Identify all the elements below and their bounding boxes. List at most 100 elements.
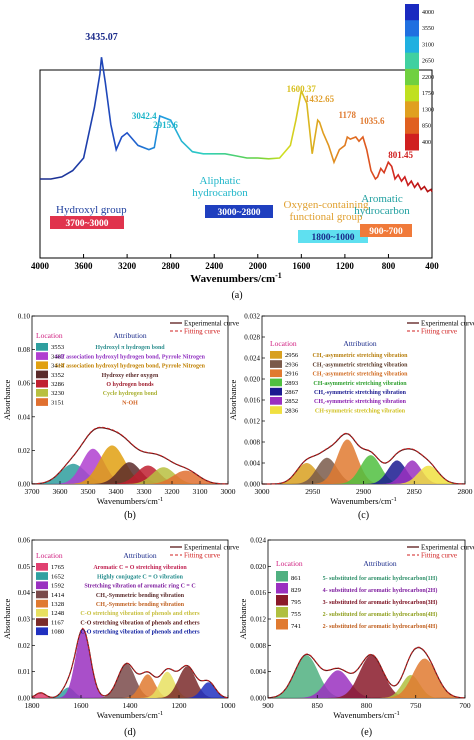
location-label: 1080	[51, 629, 65, 636]
location-swatch	[270, 397, 282, 405]
colorbar-swatch	[405, 133, 419, 151]
y-tick-label: 0.020	[250, 563, 266, 571]
attribution-label: 3- substituted for aromatic hydrocarbon(…	[323, 599, 438, 606]
fitted-peak-741	[268, 658, 465, 698]
location-label: 2852	[285, 398, 298, 405]
y-tick-label: 0.05	[18, 563, 31, 571]
colorbar-label: 2200	[422, 75, 434, 81]
x-tick-label: 1000	[221, 701, 236, 710]
attribution-label: N-OH	[122, 400, 138, 406]
location-label: 1248	[51, 610, 65, 617]
location-label: 3230	[51, 390, 65, 397]
attribution-label: Stretching vibration of aromatic ring C …	[84, 584, 195, 590]
attribution-label: C-O stretching vibration of phenols and …	[80, 630, 200, 636]
location-swatch	[276, 583, 288, 594]
location-label: 2916	[285, 371, 299, 378]
x-tick-label: 3000	[255, 487, 270, 496]
caption: (c)	[358, 510, 369, 521]
fitted-peak-1167	[32, 666, 228, 698]
y-axis-label: Absorbance	[238, 598, 248, 639]
y-tick-label: 0.008	[250, 642, 266, 650]
x-axis-label: Wavenumbers/cm-1	[330, 496, 397, 506]
location-swatch	[270, 406, 282, 414]
group-label: Oxygen-containing	[284, 199, 369, 211]
location-swatch	[36, 352, 48, 360]
table-header-attribution: Attribution	[113, 331, 147, 340]
x-tick-label: 750	[410, 701, 422, 710]
x-tick-label: 2400	[205, 261, 224, 271]
plot-frame	[31, 315, 229, 485]
attribution-label: C-O stretching vibration of phenols and …	[80, 620, 200, 626]
attribution-label: O hydrogen bonds	[106, 382, 154, 388]
legend-fitting-label: Fitting curve	[421, 328, 457, 336]
fitting-curve	[32, 426, 229, 485]
colorbar-label: 400	[422, 140, 431, 146]
range-label: 900~700	[369, 227, 403, 237]
legend-experimental-label: Experimental curve	[421, 320, 474, 328]
location-label: 3553	[51, 344, 65, 351]
x-tick-label: 800	[382, 261, 396, 271]
location-swatch	[36, 343, 48, 351]
x-axis-label-sup: -1	[275, 271, 282, 280]
x-tick-label: 900	[262, 701, 274, 710]
range-box	[205, 205, 273, 218]
colorbar-label: 1750	[422, 91, 434, 97]
group-label: functional group	[289, 211, 363, 223]
location-swatch	[270, 387, 282, 396]
location-swatch	[36, 361, 48, 370]
y-tick-label: 0.04	[18, 589, 31, 597]
panel-b: 3700 3600 3500 3400 3300 3200 3100 3000 0.00 0.02…	[2, 313, 239, 522]
y-tick-label: 0.004	[250, 668, 266, 676]
location-label: 1592	[51, 583, 64, 590]
y-axis-label: Absorbance	[2, 598, 12, 639]
range-label: 3700~3000	[66, 219, 109, 229]
peak-label: 3042.4	[132, 111, 157, 121]
location-label: 2936	[285, 361, 299, 368]
x-tick-label: 850	[312, 701, 324, 710]
location-swatch	[276, 619, 288, 630]
location-label: 861	[291, 575, 301, 582]
colorbar-swatch	[405, 4, 419, 21]
table-header-attribution: Attribution	[363, 559, 397, 568]
y-tick-label: 0.04	[18, 413, 31, 421]
location-swatch	[270, 369, 282, 378]
x-tick-label: 3400	[109, 487, 124, 496]
attribution-label: Cycle hydrogen bond	[103, 391, 158, 397]
y-tick-label: 0.008	[244, 439, 260, 447]
colorbar-swatch	[405, 117, 419, 135]
y-tick-label: 0.012	[244, 418, 260, 426]
y-tick-label: 0.00	[18, 695, 31, 703]
colorbar-label: 2650	[422, 59, 434, 65]
legend-experimental-label: Experimental curve	[421, 544, 474, 552]
x-tick-label: 3700	[25, 487, 40, 496]
location-swatch	[276, 571, 288, 582]
x-axis-label-sup: -1	[391, 496, 396, 503]
x-tick-label: 3600	[75, 261, 94, 271]
x-tick-label: 3100	[193, 487, 208, 496]
attribution-label: CH₃-Symmetric bending vibration	[96, 593, 185, 599]
x-tick-label: 1600	[74, 701, 89, 710]
location-swatch	[36, 618, 48, 626]
location-swatch	[36, 370, 48, 379]
attribution-label: Hydroxyl π hydrogen bond	[95, 345, 165, 351]
group-label: hydrocarbon	[354, 205, 410, 217]
location-swatch	[36, 563, 48, 571]
attribution-label: CH-symmetric stretching vibration	[315, 408, 406, 414]
x-tick-label: 1600	[292, 261, 311, 271]
colorbar-swatch	[405, 52, 419, 70]
y-tick-label: 0.02	[18, 447, 31, 455]
y-tick-label: 0.012	[250, 616, 266, 624]
location-label: 2893	[285, 380, 299, 387]
location-label: 2956	[285, 352, 299, 359]
x-tick-label: 2800	[458, 487, 473, 496]
y-tick-label: 0.000	[244, 481, 260, 489]
fitted-peak-2893	[262, 455, 465, 484]
attribution-label: CH₂-asymmetric stretching vibration	[312, 372, 408, 378]
fitted-peak-1414	[32, 663, 228, 698]
peak-label: 1432.65	[305, 94, 335, 104]
attribution-label: Hydroxy ether oxygen	[102, 373, 159, 379]
location-label: 1414	[51, 592, 65, 599]
attribution-label: CH-asymmetric stretching vibration	[313, 381, 407, 387]
fitted-peak-3151	[32, 470, 228, 484]
